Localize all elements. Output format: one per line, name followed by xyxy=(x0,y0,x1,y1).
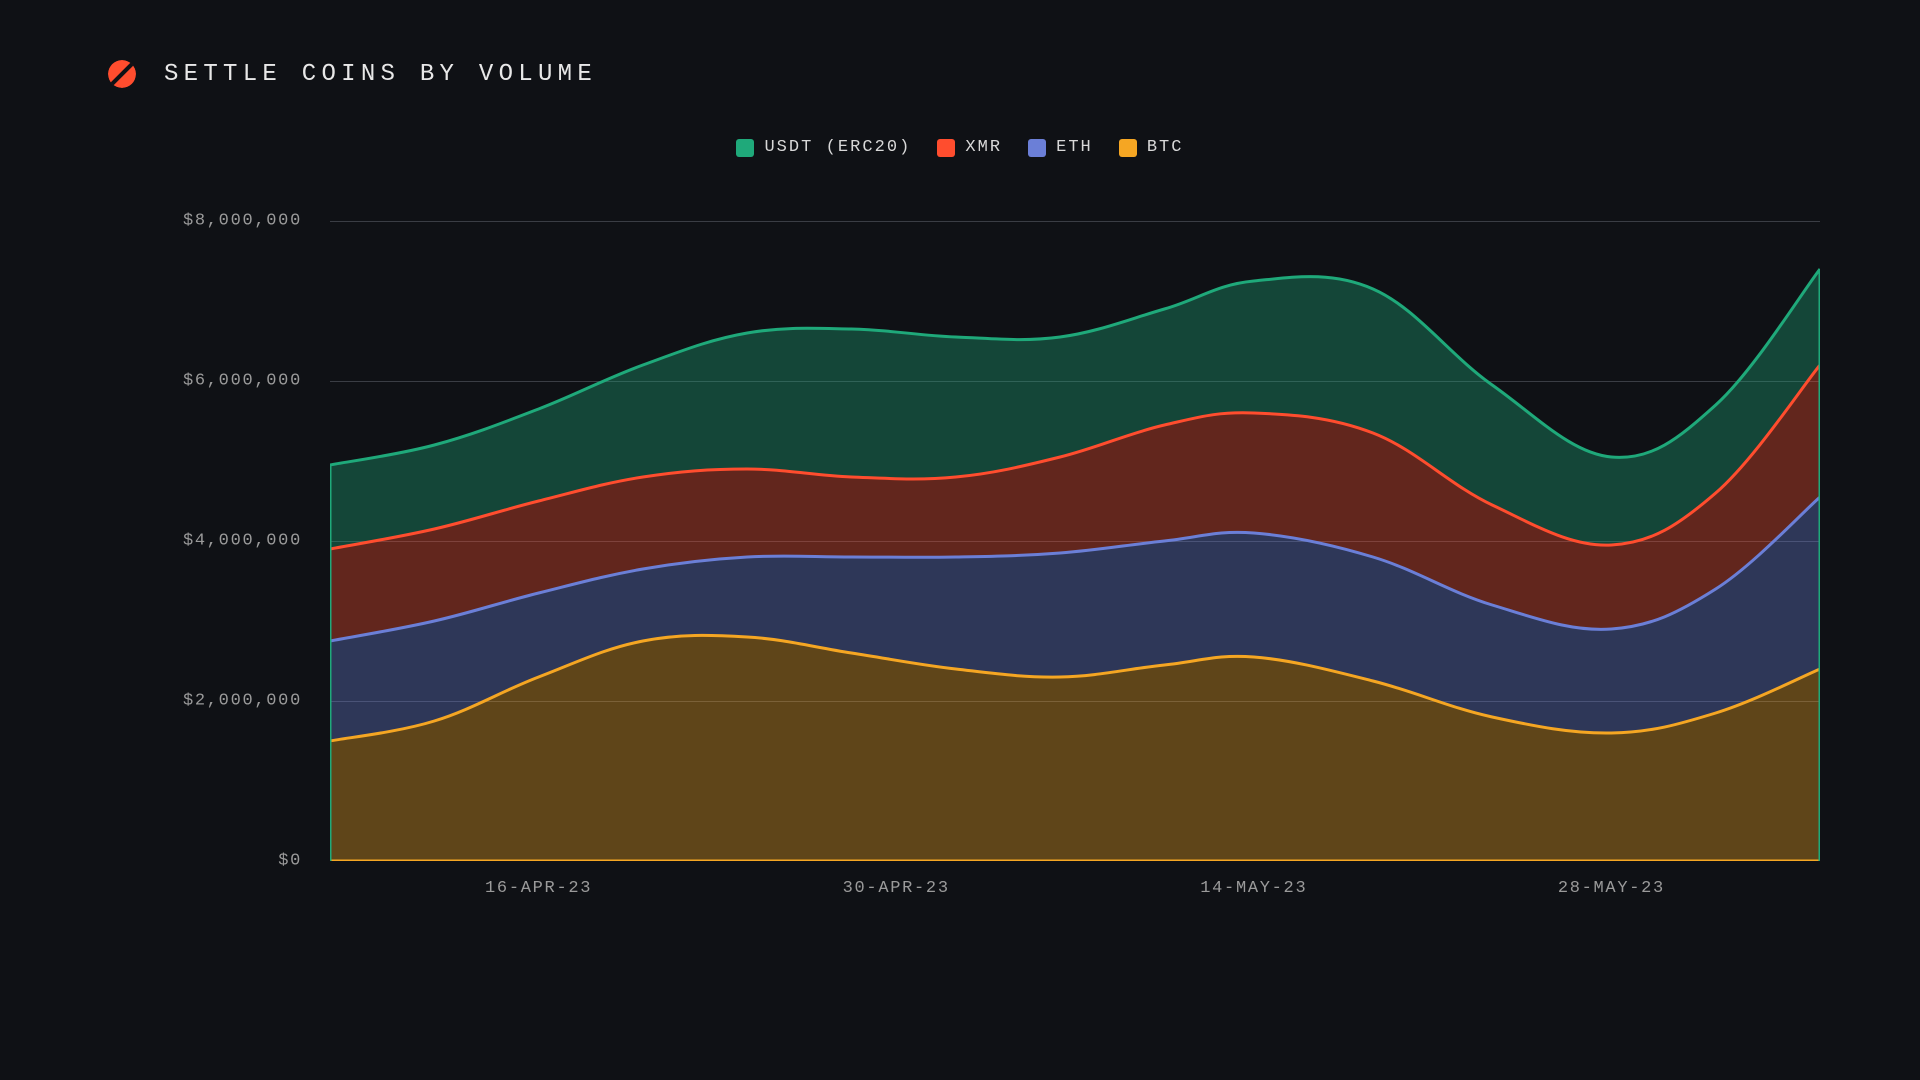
legend-swatch xyxy=(937,139,955,157)
legend-label: BTC xyxy=(1147,138,1184,157)
chart-header: SETTLE COINS BY VOLUME xyxy=(108,60,1820,88)
legend-label: ETH xyxy=(1056,138,1093,157)
chart-plot-wrap: $0$2,000,000$4,000,000$6,000,000$8,000,0… xyxy=(100,221,1820,861)
y-axis: $0$2,000,000$4,000,000$6,000,000$8,000,0… xyxy=(100,221,330,861)
y-tick-label: $0 xyxy=(278,852,302,871)
x-axis: 16-APR-23 30-APR-23 14-MAY-23 28-MAY-23 xyxy=(330,879,1820,919)
x-tick-label: 14-MAY-23 xyxy=(1200,879,1307,898)
logo-icon xyxy=(108,60,136,88)
legend-swatch xyxy=(1028,139,1046,157)
legend-swatch xyxy=(736,139,754,157)
legend-swatch xyxy=(1119,139,1137,157)
x-tick-label: 28-MAY-23 xyxy=(1558,879,1665,898)
area-chart-svg xyxy=(330,221,1820,861)
plot-area xyxy=(330,221,1820,861)
y-tick-label: $8,000,000 xyxy=(183,212,302,231)
x-tick-label: 16-APR-23 xyxy=(485,879,592,898)
chart-legend: USDT (ERC20) XMR ETH BTC xyxy=(100,138,1820,157)
legend-item-btc: BTC xyxy=(1119,138,1184,157)
chart-title: SETTLE COINS BY VOLUME xyxy=(164,61,597,88)
y-tick-label: $2,000,000 xyxy=(183,692,302,711)
chart-container: SETTLE COINS BY VOLUME USDT (ERC20) XMR ET… xyxy=(0,0,1920,1080)
legend-item-xmr: XMR xyxy=(937,138,1002,157)
y-tick-label: $6,000,000 xyxy=(183,372,302,391)
legend-item-eth: ETH xyxy=(1028,138,1093,157)
legend-label: XMR xyxy=(965,138,1002,157)
legend-label: USDT (ERC20) xyxy=(764,138,911,157)
x-tick-label: 30-APR-23 xyxy=(843,879,950,898)
y-tick-label: $4,000,000 xyxy=(183,532,302,551)
legend-item-usdt: USDT (ERC20) xyxy=(736,138,911,157)
